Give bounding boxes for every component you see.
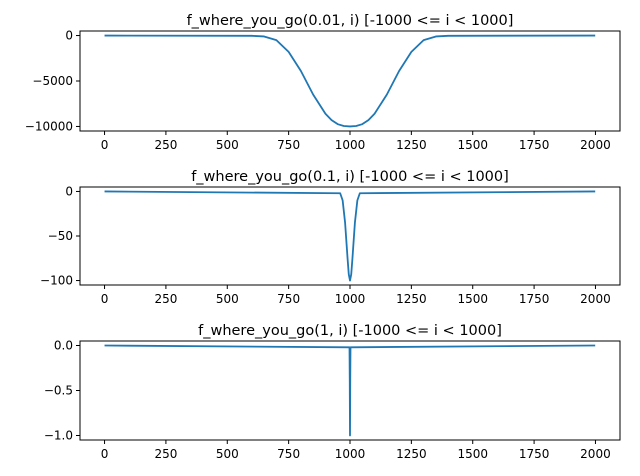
x-tick-label: 1500 xyxy=(457,447,488,461)
subplot-1: f_where_you_go(0.01, i) [-1000 <= i < 10… xyxy=(25,13,621,152)
x-tick-label: 750 xyxy=(277,138,300,152)
y-tick-label: −1.0 xyxy=(44,429,73,443)
x-tick-label: 1250 xyxy=(396,447,427,461)
x-tick-label: 0 xyxy=(101,292,109,306)
x-tick-label: 1750 xyxy=(519,292,550,306)
subplot-title: f_where_you_go(0.01, i) [-1000 <= i < 10… xyxy=(187,13,514,29)
x-tick-label: 250 xyxy=(154,138,177,152)
subplot-title: f_where_you_go(1, i) [-1000 <= i < 1000] xyxy=(198,323,502,339)
x-tick-label: 1250 xyxy=(396,292,427,306)
y-tick-label: −5000 xyxy=(32,74,73,88)
x-tick-label: 2000 xyxy=(580,138,611,152)
x-tick-label: 250 xyxy=(154,292,177,306)
y-tick-label: −0.5 xyxy=(44,384,73,398)
x-tick-label: 500 xyxy=(216,447,239,461)
x-tick-label: 500 xyxy=(216,292,239,306)
x-tick-label: 2000 xyxy=(580,292,611,306)
x-tick-label: 0 xyxy=(101,138,109,152)
x-tick-label: 500 xyxy=(216,138,239,152)
x-tick-label: 1000 xyxy=(335,447,366,461)
x-tick-label: 1000 xyxy=(335,292,366,306)
subplot-2: f_where_you_go(0.1, i) [-1000 <= i < 100… xyxy=(40,169,621,306)
y-tick-label: −10000 xyxy=(25,119,73,133)
axes-frame xyxy=(79,186,621,286)
axes-frame xyxy=(79,340,621,441)
x-tick-label: 1500 xyxy=(457,138,488,152)
x-tick-label: 2000 xyxy=(580,447,611,461)
x-tick-label: 0 xyxy=(101,447,109,461)
x-tick-label: 1000 xyxy=(335,138,366,152)
x-tick-label: 1750 xyxy=(519,447,550,461)
x-tick-label: 250 xyxy=(154,447,177,461)
y-tick-label: −100 xyxy=(40,274,73,288)
series-line xyxy=(104,344,596,437)
subplot-3: f_where_you_go(1, i) [-1000 <= i < 1000]… xyxy=(44,323,621,461)
axes-frame xyxy=(79,30,621,132)
subplot-title: f_where_you_go(0.1, i) [-1000 <= i < 100… xyxy=(191,169,509,185)
x-tick-label: 1500 xyxy=(457,292,488,306)
x-tick-label: 750 xyxy=(277,292,300,306)
series-line xyxy=(104,34,596,128)
x-tick-label: 1250 xyxy=(396,138,427,152)
series-line xyxy=(104,190,596,282)
y-tick-label: −50 xyxy=(48,229,73,243)
x-tick-label: 750 xyxy=(277,447,300,461)
x-tick-label: 1750 xyxy=(519,138,550,152)
y-tick-label: 0.0 xyxy=(54,339,73,353)
y-tick-label: 0 xyxy=(65,184,73,198)
y-tick-label: 0 xyxy=(65,29,73,43)
